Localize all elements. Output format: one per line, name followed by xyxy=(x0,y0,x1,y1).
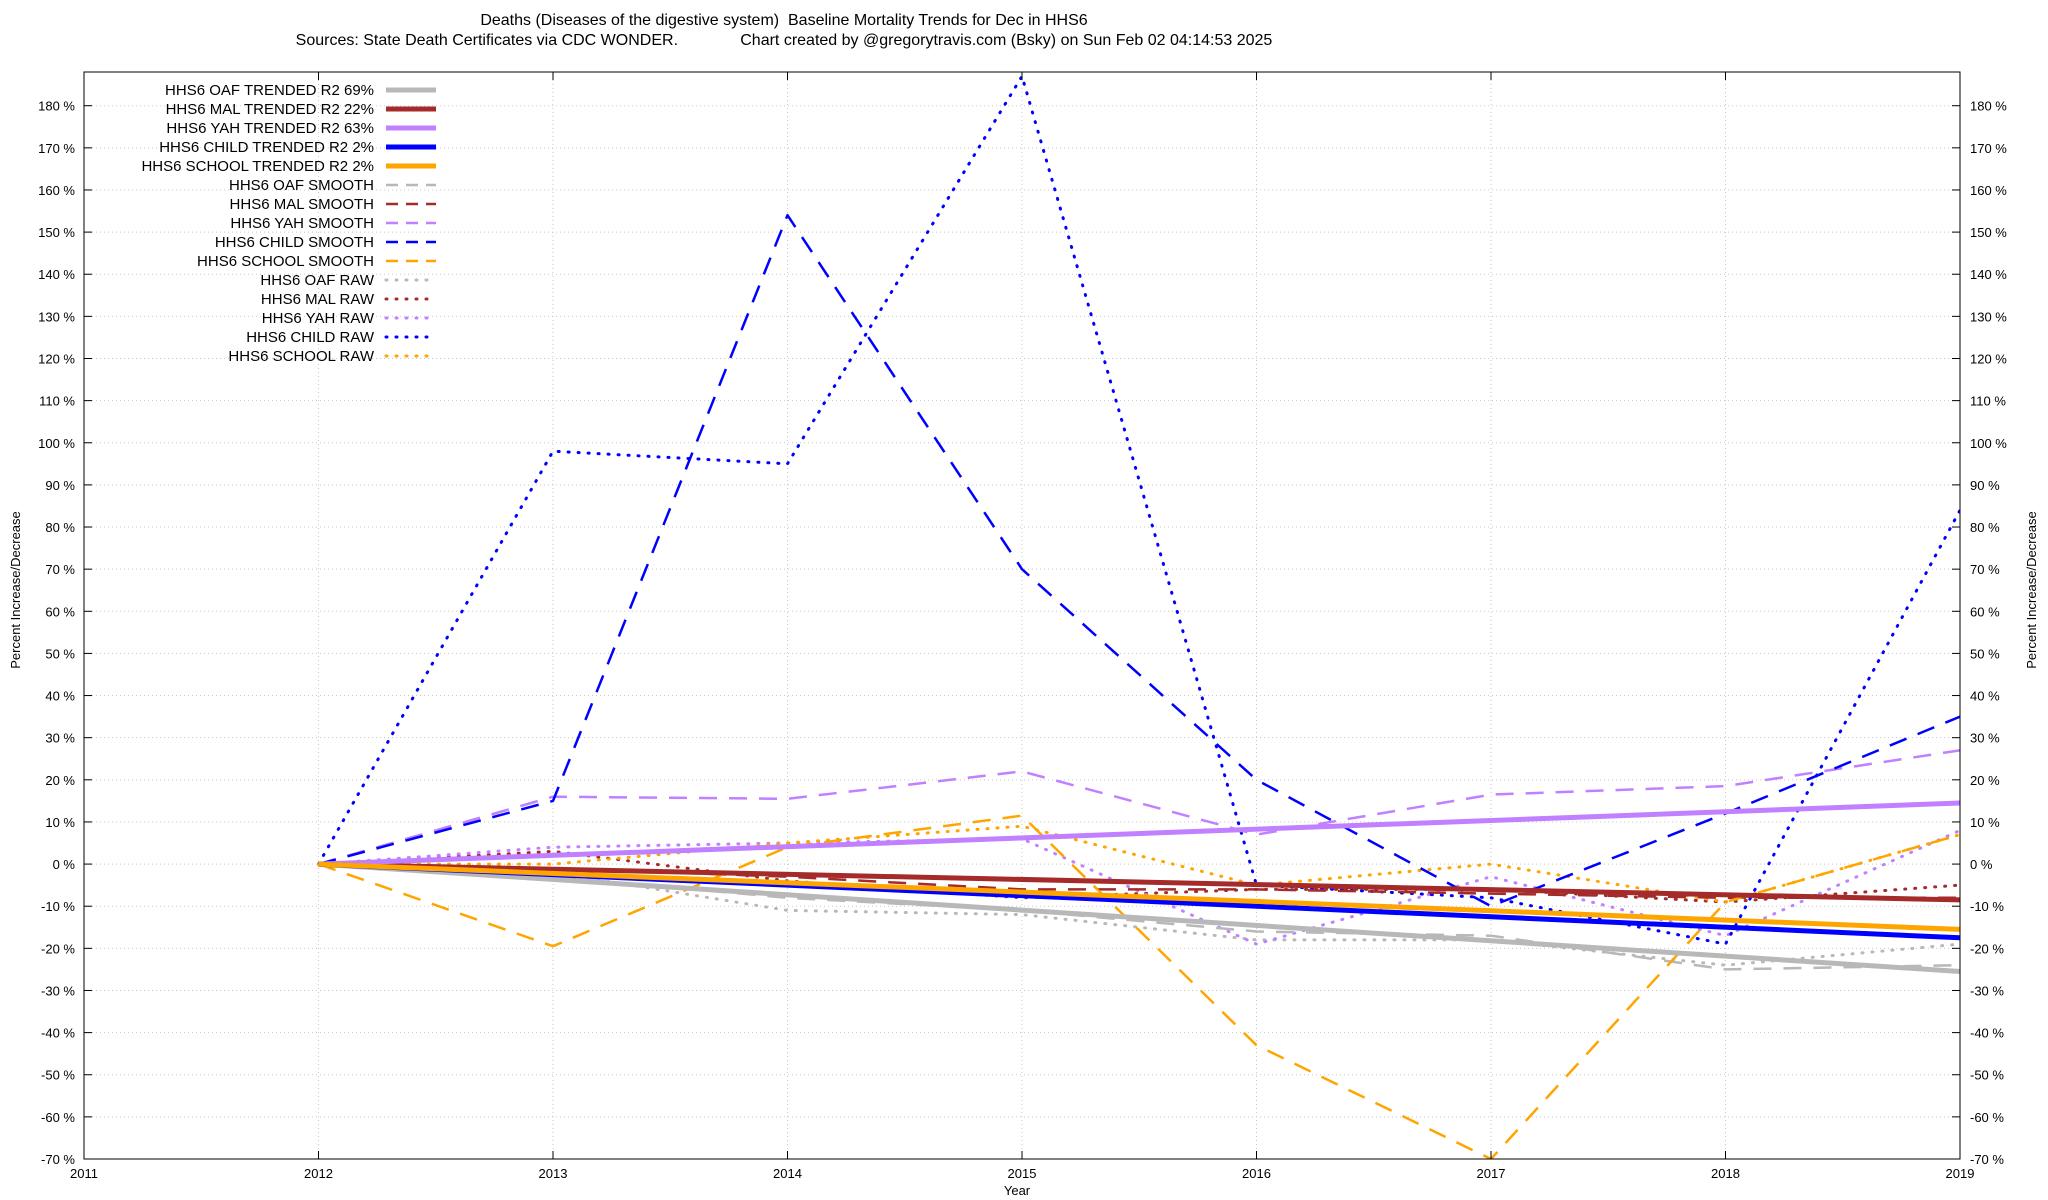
series-line-1 xyxy=(318,861,1960,974)
axes: 2011 2012 2013 2014 2015 2016 2017 2018 2019-70 … xyxy=(38,71,2007,1181)
y-tick-label-left: 70 % xyxy=(45,562,75,577)
y-tick-label-right: 80 % xyxy=(1970,520,2000,535)
y-tick-label-left: 170 % xyxy=(38,141,75,156)
y-tick-label-left: 90 % xyxy=(45,478,75,493)
y-tick-label-left: 120 % xyxy=(38,351,75,366)
y-tick-label-left: -60 % xyxy=(41,1110,75,1125)
legend-label: HHS6 MAL SMOOTH xyxy=(230,196,374,213)
series-line-12 xyxy=(317,849,1960,904)
y-tick-label-left: 30 % xyxy=(45,731,75,746)
y-tick-label-right: -50 % xyxy=(1970,1068,2004,1083)
y-tick-label-right: -20 % xyxy=(1970,941,2004,956)
y-tick-label-left: 0 % xyxy=(53,857,76,872)
y-tick-label-right: -60 % xyxy=(1970,1110,2004,1125)
series-line-8 xyxy=(318,749,1960,866)
x-tick-label: 2014 xyxy=(773,1166,802,1181)
y-tick-label-left: 50 % xyxy=(45,646,75,661)
y-tick-label-left: -20 % xyxy=(41,941,75,956)
y-axis-label-left: Percent Increase/Decrease xyxy=(8,511,23,669)
y-tick-label-left: 150 % xyxy=(38,225,75,240)
y-tick-label-right: 110 % xyxy=(1970,394,2006,409)
y-tick-label-right: 40 % xyxy=(1970,689,2000,704)
y-tick-label-left: 140 % xyxy=(38,267,75,282)
y-tick-label-left: 130 % xyxy=(38,309,75,324)
legend-label: HHS6 MAL TRENDED R2 22% xyxy=(166,101,374,118)
x-tick-label: 2013 xyxy=(539,1166,568,1181)
series-line-5 xyxy=(318,861,1960,932)
series-lines xyxy=(317,74,1960,1159)
y-tick-label-right: 170 % xyxy=(1970,141,2007,156)
y-tick-label-left: 20 % xyxy=(45,773,75,788)
legend-label: HHS6 MAL RAW xyxy=(261,291,375,308)
y-tick-label-right: 50 % xyxy=(1970,646,2000,661)
x-tick-label: 2019 xyxy=(1946,1166,1975,1181)
x-tick-label: 2018 xyxy=(1711,1166,1740,1181)
legend-label: HHS6 OAF RAW xyxy=(260,272,374,289)
x-tick-label: 2015 xyxy=(1008,1166,1037,1181)
legend-label: HHS6 YAH RAW xyxy=(262,310,375,327)
y-tick-label-left: -40 % xyxy=(41,1026,75,1041)
legend-label: HHS6 SCHOOL RAW xyxy=(228,348,374,365)
legend-label: HHS6 SCHOOL SMOOTH xyxy=(197,253,374,270)
y-tick-label-right: 20 % xyxy=(1970,773,2000,788)
legend-label: HHS6 CHILD SMOOTH xyxy=(215,234,374,251)
series-line-9 xyxy=(318,213,1960,908)
y-tick-label-left: 160 % xyxy=(38,183,75,198)
chart-title: Deaths (Diseases of the digestive system… xyxy=(480,12,1088,29)
y-tick-label-right: 70 % xyxy=(1970,562,2000,577)
series-line-2 xyxy=(318,861,1960,903)
series-line-3 xyxy=(318,800,1960,867)
x-tick-label: 2011 xyxy=(70,1166,98,1181)
y-tick-label-left: -50 % xyxy=(41,1068,75,1083)
legend-label: HHS6 OAF SMOOTH xyxy=(229,177,374,194)
y-tick-label-right: 10 % xyxy=(1970,815,2000,830)
chart-subtitle: Sources: State Death Certificates via CD… xyxy=(295,32,1273,49)
y-tick-label-right: 100 % xyxy=(1970,436,2007,451)
legend-label: HHS6 YAH TRENDED R2 63% xyxy=(166,120,374,137)
y-tick-label-right: 160 % xyxy=(1970,183,2007,198)
y-tick-label-left: -10 % xyxy=(41,899,75,914)
series-line-14 xyxy=(317,74,1960,946)
legend-label: HHS6 YAH SMOOTH xyxy=(230,215,374,232)
y-tick-label-right: 130 % xyxy=(1970,309,2007,324)
y-tick-label-left: 80 % xyxy=(45,520,75,535)
y-tick-label-right: -40 % xyxy=(1970,1026,2004,1041)
legend: HHS6 OAF TRENDED R2 69% HHS6 MAL TRENDED … xyxy=(141,82,438,365)
y-tick-label-right: 180 % xyxy=(1970,99,2007,114)
y-tick-label-right: 30 % xyxy=(1970,731,2000,746)
series-line-10 xyxy=(318,814,1960,1159)
y-tick-label-left: 60 % xyxy=(45,604,75,619)
x-axis-label: Year xyxy=(1004,1183,1031,1198)
legend-label: HHS6 OAF TRENDED R2 69% xyxy=(165,82,374,99)
y-tick-label-right: 120 % xyxy=(1970,351,2007,366)
y-tick-label-right: 60 % xyxy=(1970,604,2000,619)
legend-label: HHS6 CHILD TRENDED R2 2% xyxy=(159,139,374,156)
legend-label: HHS6 SCHOOL TRENDED R2 2% xyxy=(141,158,374,175)
y-tick-label-left: 10 % xyxy=(45,815,75,830)
y-tick-label-left: 40 % xyxy=(45,689,75,704)
legend-label: HHS6 CHILD RAW xyxy=(246,329,375,346)
x-tick-label: 2016 xyxy=(1242,1166,1271,1181)
x-tick-label: 2012 xyxy=(304,1166,333,1181)
y-tick-label-right: -70 % xyxy=(1970,1152,2004,1167)
y-tick-label-left: 100 % xyxy=(38,436,75,451)
y-tick-label-right: 140 % xyxy=(1970,267,2007,282)
y-tick-label-right: 0 % xyxy=(1970,857,1993,872)
y-tick-label-left: 180 % xyxy=(38,99,75,114)
y-tick-label-left: 110 % xyxy=(39,394,75,409)
x-tick-label: 2017 xyxy=(1477,1166,1506,1181)
y-tick-label-right: -10 % xyxy=(1970,899,2004,914)
y-tick-label-right: 150 % xyxy=(1970,225,2007,240)
y-tick-label-right: 90 % xyxy=(1970,478,2000,493)
y-tick-label-right: -30 % xyxy=(1970,983,2004,998)
y-tick-label-left: -30 % xyxy=(41,983,75,998)
y-tick-label-left: -70 % xyxy=(41,1152,75,1167)
y-axis-label-right: Percent Increase/Decrease xyxy=(2024,511,2039,669)
